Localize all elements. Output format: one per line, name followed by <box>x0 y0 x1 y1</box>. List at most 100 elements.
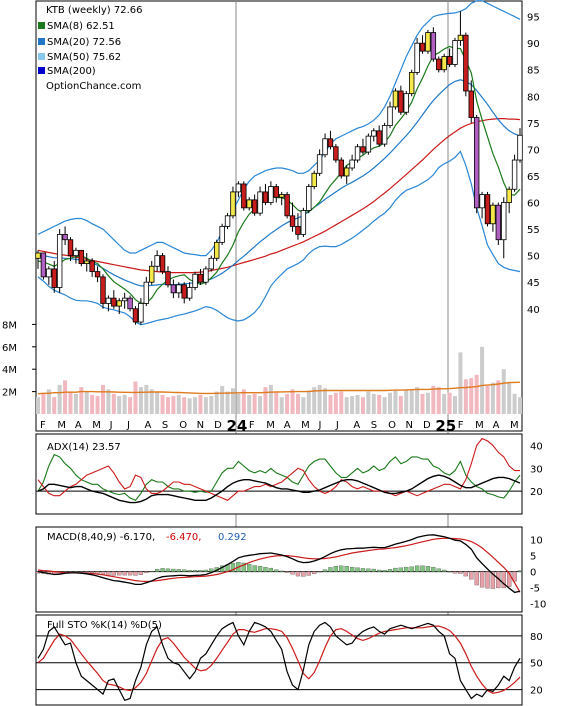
candle-body <box>392 90 399 108</box>
time-tick-J: J <box>109 420 113 431</box>
candle-body <box>484 194 491 225</box>
volume-bar <box>306 390 311 414</box>
volume-bar <box>230 388 235 414</box>
candle-body <box>127 297 133 310</box>
volume-bar <box>155 391 160 414</box>
candle-body <box>289 215 296 227</box>
candle-body <box>349 159 355 169</box>
volume-bar <box>106 389 111 414</box>
volume-bar <box>388 392 393 414</box>
candle-body <box>333 146 339 161</box>
macd-histogram-bar <box>284 571 290 573</box>
macd-histogram-bar <box>68 571 73 573</box>
macd-histogram-bar <box>360 568 366 572</box>
time-tick-25: 25 <box>435 417 456 435</box>
macd-histogram-bar <box>84 571 89 573</box>
legend: KTB (weekly) 72.66 SMA(8) 62.51 SMA(20) … <box>38 5 143 92</box>
candle-body <box>224 215 231 227</box>
price-tick-70: 70 <box>527 145 540 156</box>
candle-body <box>457 34 464 41</box>
volume-bar <box>350 396 355 414</box>
macd-histogram-bar <box>344 566 349 572</box>
candle-body <box>203 268 209 283</box>
volume-bar <box>323 388 328 414</box>
volume-bar <box>252 393 257 414</box>
candle-body <box>295 226 301 235</box>
candle-body <box>446 56 453 65</box>
macd-histogram-bar <box>117 571 122 576</box>
volume-bar <box>160 394 165 414</box>
time-tick-A: A <box>493 420 500 431</box>
candle-body <box>197 273 204 283</box>
price-panel <box>35 0 523 432</box>
macd-histogram-bar <box>479 571 485 588</box>
candle-body <box>181 284 187 299</box>
adx-lines: 40 30 20 <box>36 437 543 504</box>
candle-body <box>257 191 263 214</box>
candle-body <box>192 273 198 288</box>
stochastic-label: Full STO %K(14) %D(5) <box>47 620 162 631</box>
macd-histogram-bar <box>382 570 387 572</box>
candle-body <box>100 276 106 304</box>
macd-histogram-bar <box>490 571 496 589</box>
candle-body <box>78 249 85 265</box>
price-tick-50: 50 <box>527 252 540 263</box>
time-tick-M: M <box>266 420 275 431</box>
volume-bar <box>46 389 51 414</box>
volume-bar <box>165 397 170 414</box>
volume-tick-2M: 2M <box>2 388 17 399</box>
macd-histogram-bar <box>230 563 236 572</box>
volume-bar <box>469 378 474 414</box>
macd-histogram-bar <box>90 571 95 574</box>
volume-bar <box>371 393 376 414</box>
time-tick-N: N <box>406 420 413 431</box>
volume-bar <box>122 394 127 414</box>
macd-histogram-bar <box>328 567 333 572</box>
volume-bar <box>507 382 512 414</box>
time-tick-J: J <box>318 420 322 431</box>
candle-body <box>176 284 182 294</box>
candle-body <box>268 186 274 203</box>
volume-bar <box>241 389 246 414</box>
legend-sma50: SMA(50) 75.62 <box>47 52 121 63</box>
volume-bar <box>312 387 317 414</box>
volume-bar <box>247 394 252 414</box>
volume-bar <box>317 384 322 414</box>
stochastic-tick-20: 20 <box>530 686 543 697</box>
volume-bar <box>133 381 138 414</box>
macd-histogram-bar <box>420 565 425 572</box>
macd-tick--10: -10 <box>530 600 546 611</box>
time-tick-M: M <box>301 420 310 431</box>
candle-body <box>219 226 225 243</box>
macd-histogram-bar <box>165 568 171 572</box>
time-tick-S: S <box>371 420 377 431</box>
candle-body <box>327 138 334 148</box>
price-tick-55: 55 <box>527 225 540 236</box>
volume-bar <box>518 397 522 414</box>
volume-average-line <box>37 381 521 395</box>
macd-histogram-bar <box>387 569 393 572</box>
candle-body <box>452 40 458 65</box>
candle-body <box>84 260 90 265</box>
volume-bar <box>458 352 463 414</box>
sma50-line <box>37 118 521 274</box>
candle-body <box>311 172 317 187</box>
adx-tick-20: 20 <box>530 487 543 498</box>
volume-bar <box>128 397 133 414</box>
volume-bar <box>176 394 181 414</box>
volume-bar <box>436 387 441 414</box>
macd-histogram-bar <box>306 571 311 576</box>
macd-histogram-bar <box>431 566 436 572</box>
macd-label: MACD(8,40,9) -6.170, <box>47 532 155 543</box>
time-tick-F: F <box>249 420 255 431</box>
macd-signal-line <box>37 537 521 593</box>
price-tick-40: 40 <box>527 305 540 316</box>
candle-body <box>159 255 166 272</box>
macd-histogram-bar <box>268 567 274 572</box>
macd-histogram-bar <box>485 571 490 589</box>
adx-tick-40: 40 <box>530 441 543 452</box>
candle-body <box>468 90 474 118</box>
candle-body <box>56 233 63 288</box>
volume-bar <box>258 396 263 414</box>
volume-bar <box>442 393 447 414</box>
